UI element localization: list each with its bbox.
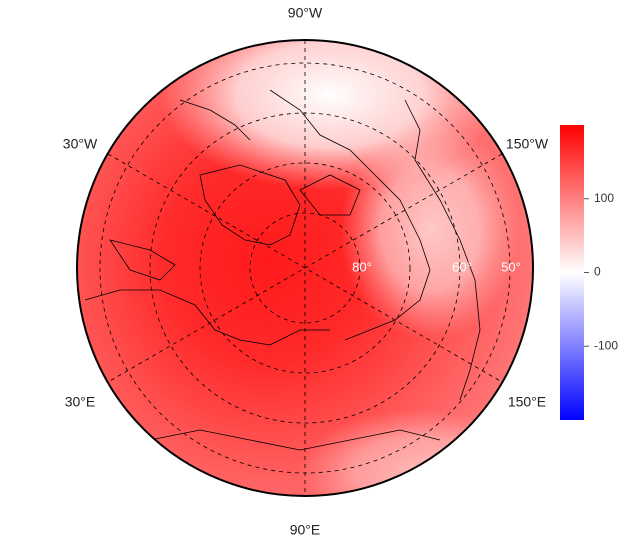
labels: 90°W 30°W 150°W 30°E 150°E 90°E 80° 60° 50° -100 0… bbox=[63, 5, 619, 538]
lon-label: 90°E bbox=[290, 522, 321, 538]
coastlines bbox=[84, 89, 481, 451]
graticule bbox=[99, 40, 511, 496]
lon-label: 150°W bbox=[506, 136, 549, 152]
lat-label: 80° bbox=[352, 259, 372, 274]
colorbar-tick-label: 0 bbox=[594, 265, 601, 279]
colorbar-tick-label: -100 bbox=[594, 338, 618, 352]
lon-label: 90°W bbox=[288, 5, 323, 21]
lat-label: 60° bbox=[452, 259, 472, 274]
map-border bbox=[76, 39, 534, 497]
lon-label: 30°W bbox=[63, 136, 98, 152]
colorbar bbox=[560, 125, 584, 420]
lon-label: 150°E bbox=[508, 394, 546, 410]
colorbar-tick-label: 100 bbox=[594, 191, 614, 205]
field bbox=[77, 40, 533, 496]
lon-label: 30°E bbox=[65, 394, 96, 410]
lat-label: 50° bbox=[501, 259, 521, 274]
